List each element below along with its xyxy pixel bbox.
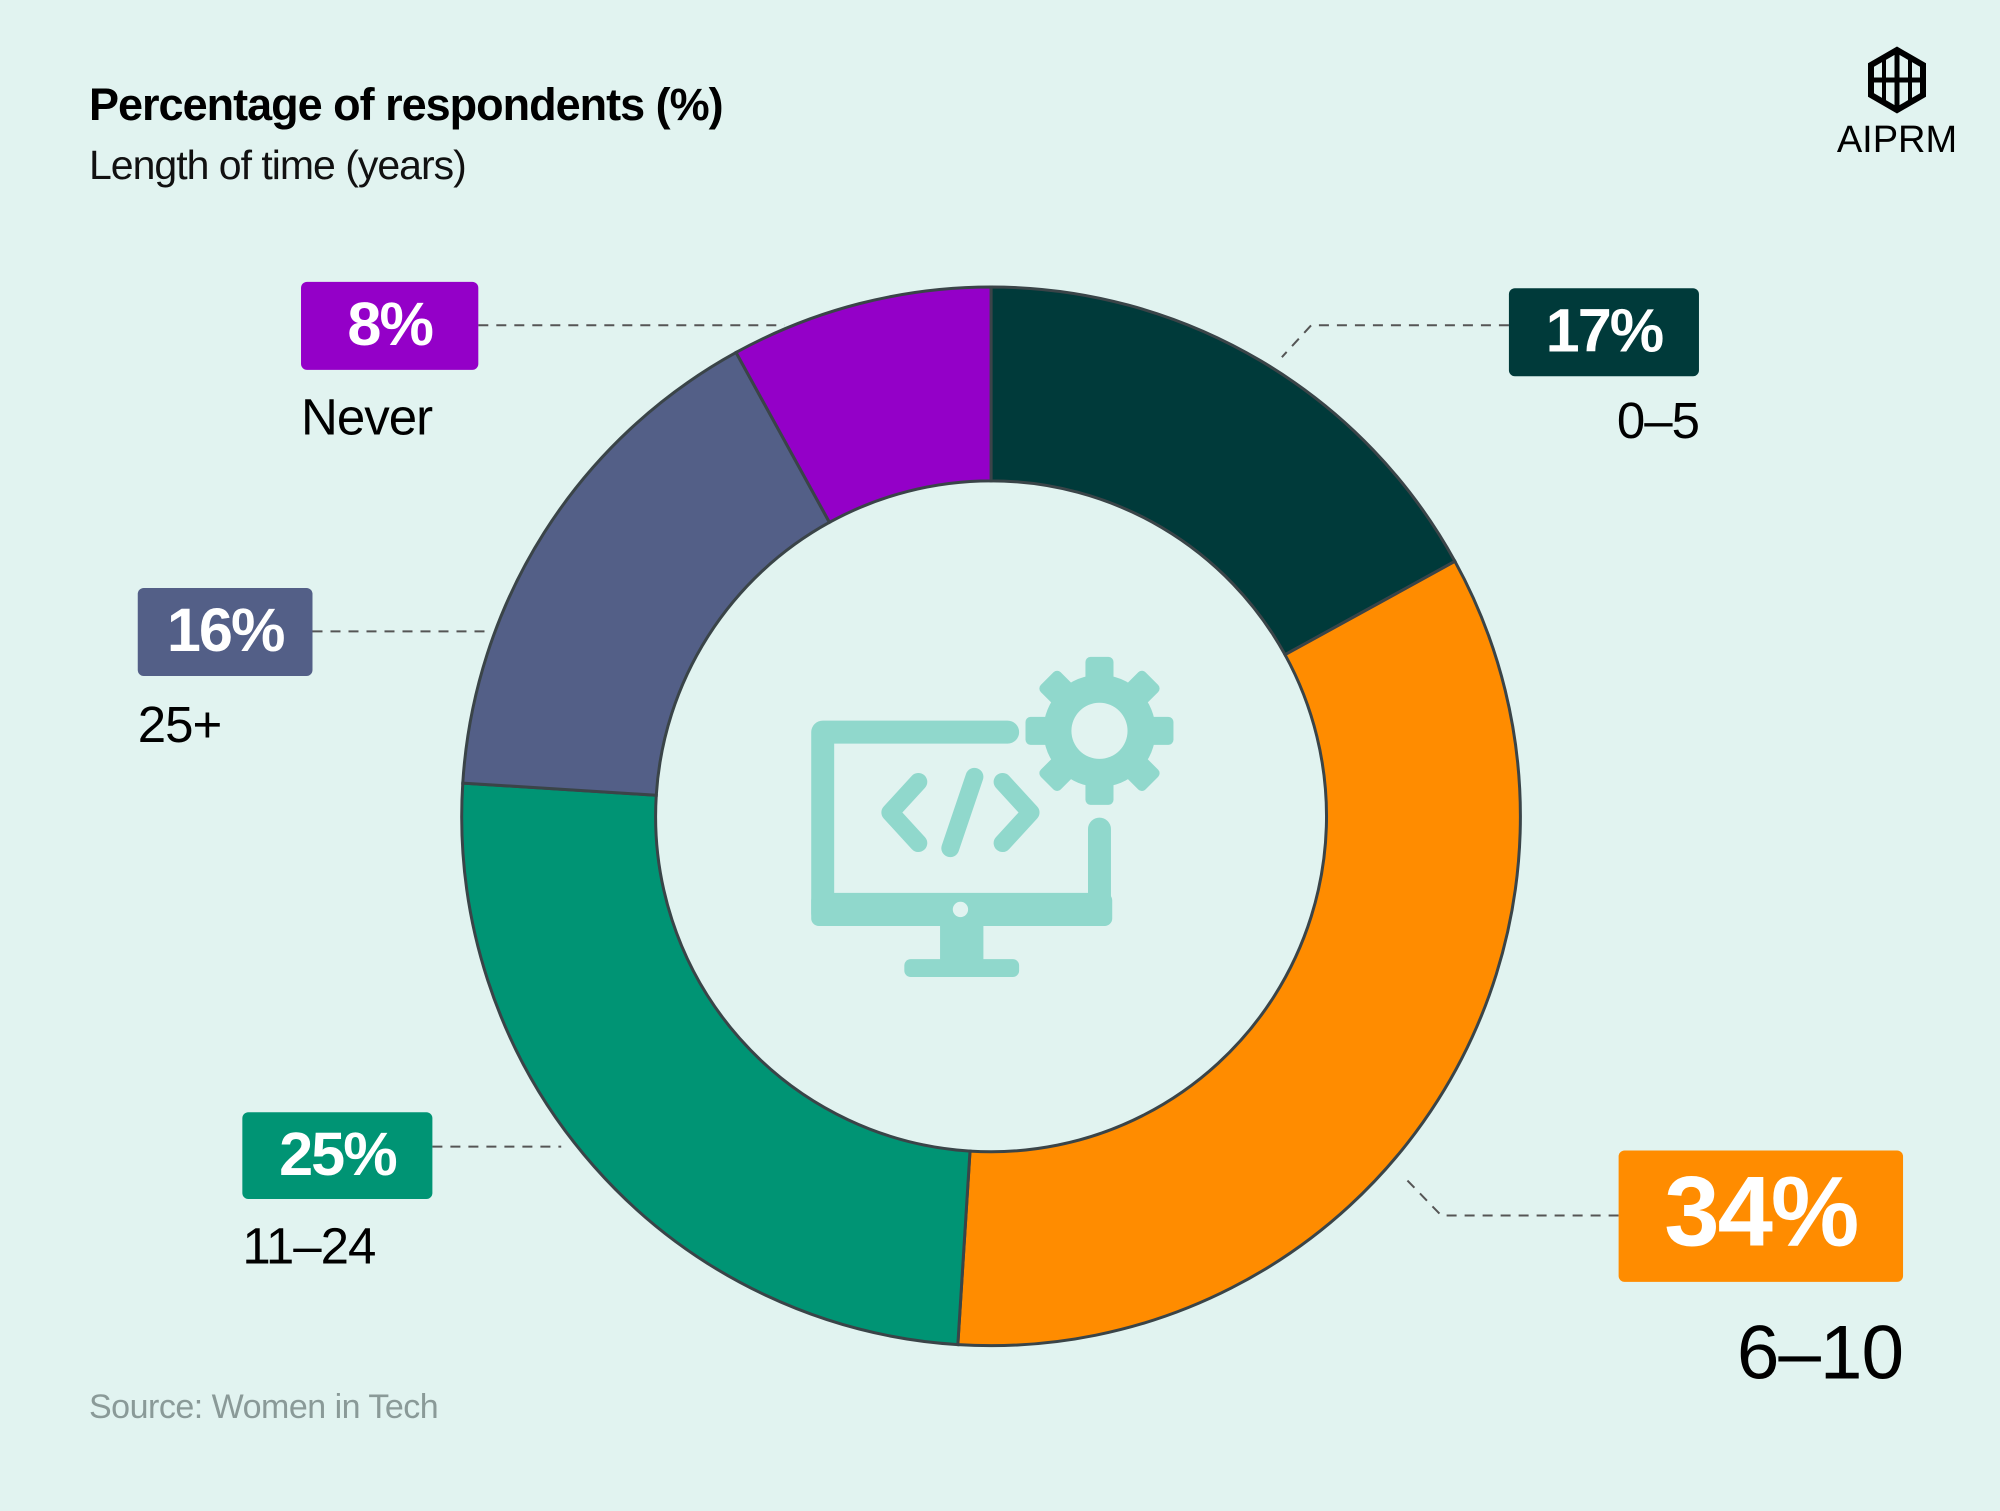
logo-text: AIPRM: [1837, 119, 1957, 161]
value-label: 8%: [347, 290, 432, 358]
value-label: 16%: [167, 596, 284, 664]
wedge: [734, 285, 993, 525]
category-label: 11–24: [242, 1217, 375, 1274]
code-symbol: [881, 772, 928, 853]
chart-subtitle: Length of time (years): [89, 142, 466, 188]
code-symbol: [993, 772, 1040, 853]
labels: 17% 0–5 34% 6–10 25% 11–24 16% 25+ 8% Never: [137, 281, 1904, 1396]
category-label: 0–5: [1617, 392, 1699, 449]
label-box: [242, 1112, 433, 1199]
category-label: Never: [301, 388, 433, 445]
value-label: 34%: [1664, 1156, 1857, 1267]
center-icon: [811, 656, 1174, 978]
value-label: 17%: [1546, 296, 1663, 364]
label-box: [1618, 1150, 1904, 1282]
monitor-stand: [940, 923, 984, 965]
wedge: [989, 285, 1457, 657]
gear: [1025, 656, 1174, 805]
wedge: [461, 350, 832, 797]
wedge: [956, 559, 1522, 1348]
category-label: 25+: [138, 696, 222, 753]
category-label: 6–10: [1737, 1311, 1903, 1396]
label-box: [1508, 288, 1699, 377]
value-label: 25%: [279, 1120, 396, 1188]
label-box: [301, 281, 479, 370]
source: Source: Women in Tech: [89, 1388, 438, 1426]
code-symbol: [941, 767, 984, 858]
label-box: [137, 588, 313, 677]
monitor-dot: [952, 901, 969, 918]
chart-title: Percentage of respondents (%): [89, 79, 723, 130]
donut: [460, 285, 1522, 1348]
logo: AIPRM: [1837, 46, 1957, 161]
wedge: [460, 781, 972, 1347]
leader-line: [1402, 1175, 1619, 1217]
monitor-foot: [904, 959, 1020, 978]
